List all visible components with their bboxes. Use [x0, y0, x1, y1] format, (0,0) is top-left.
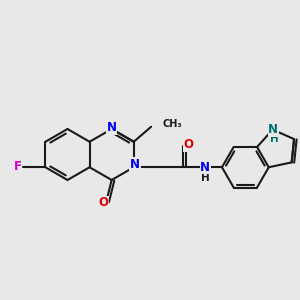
Text: CH₃: CH₃ — [163, 119, 182, 129]
Text: H: H — [201, 173, 210, 183]
Text: N: N — [268, 123, 278, 136]
Text: O: O — [183, 138, 194, 151]
Text: O: O — [99, 196, 109, 209]
Text: H: H — [269, 134, 278, 144]
Text: N: N — [200, 161, 210, 174]
Text: F: F — [14, 160, 22, 172]
Text: N: N — [130, 158, 140, 171]
Text: N: N — [107, 121, 117, 134]
